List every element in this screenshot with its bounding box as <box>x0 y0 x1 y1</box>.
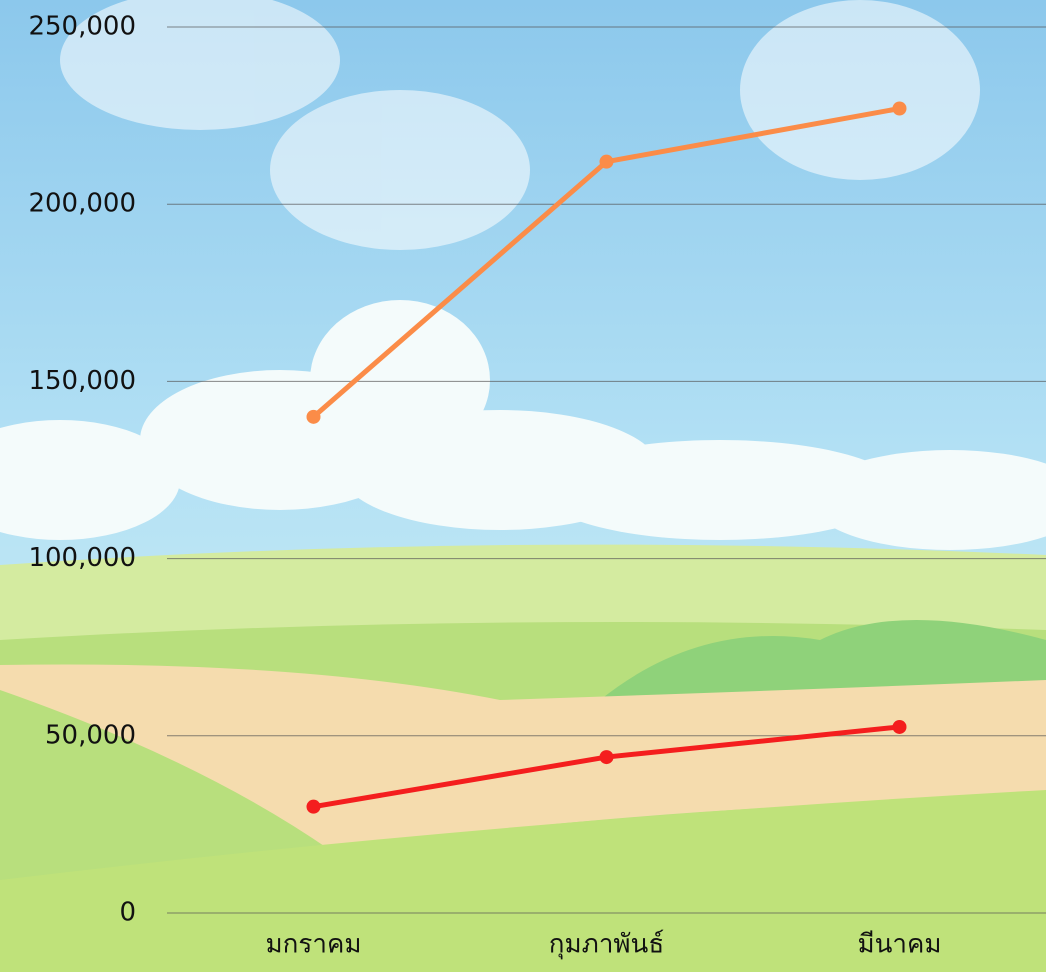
chart: 0 50,000 100,000 150,000 200,000 250,000 มกราค… <box>0 0 1046 972</box>
x-tick-label: กุมภาพันธ์ <box>549 930 664 960</box>
y-tick-label: 200,000 <box>28 189 136 219</box>
background <box>0 0 1046 972</box>
x-tick-label: มกราคม <box>266 930 362 960</box>
data-point <box>307 800 321 814</box>
data-point <box>307 410 321 424</box>
y-tick-label: 50,000 <box>45 720 136 750</box>
y-tick-label: 250,000 <box>28 12 136 42</box>
data-point <box>893 102 907 116</box>
y-tick-label: 100,000 <box>28 543 136 573</box>
x-tick-label: มีนาคม <box>857 930 941 960</box>
y-tick-label: 150,000 <box>28 366 136 396</box>
data-point <box>600 750 614 764</box>
y-tick-label: 0 <box>119 898 136 928</box>
data-point <box>893 720 907 734</box>
data-point <box>600 155 614 169</box>
